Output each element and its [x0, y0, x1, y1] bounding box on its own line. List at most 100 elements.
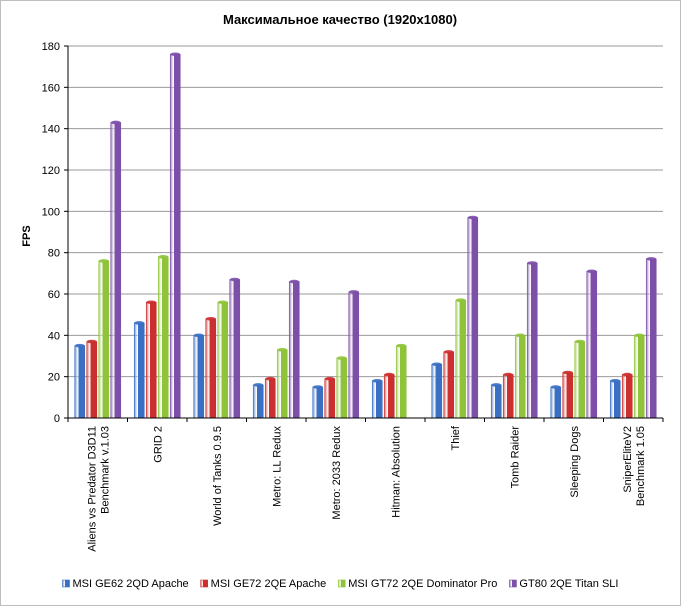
- bar: [431, 363, 443, 419]
- category-label: Metro: LL Redux: [271, 426, 283, 507]
- y-tick-label: 160: [42, 82, 60, 94]
- gridlines: [68, 45, 663, 419]
- bar: [645, 258, 657, 419]
- bar: [502, 374, 514, 419]
- bar-cap: [289, 279, 300, 284]
- bars: [74, 52, 657, 419]
- legend-swatch: [337, 579, 346, 588]
- category-labels: Aliens vs Predator D3D11 Benchmark v.1.03…: [86, 425, 647, 552]
- bar-cap: [574, 339, 585, 344]
- legend-label: MSI GE62 2QD Apache: [73, 578, 189, 590]
- legend: MSI GE62 2QD Apache MSI GE72 2QE Apache MS…: [62, 578, 618, 590]
- bar: [526, 262, 538, 419]
- bar: [193, 335, 205, 419]
- legend-item: GT80 2QE Titan SLI: [509, 578, 618, 590]
- bar: [169, 53, 181, 419]
- axes: [67, 46, 664, 422]
- bar: [490, 384, 502, 419]
- bar-cap: [193, 333, 204, 338]
- bar-cap: [586, 269, 597, 274]
- bar-cap: [646, 257, 657, 261]
- category-label: Metro: 2033 Redux: [331, 426, 343, 520]
- bar-cap: [634, 333, 645, 338]
- bar-cap: [562, 370, 573, 375]
- legend-swatch: [200, 579, 208, 588]
- y-tick-label: 120: [42, 165, 60, 177]
- bar-cap: [217, 300, 228, 305]
- category-label: World of Tanks 0.9.5: [212, 426, 224, 526]
- bar-cap: [515, 333, 526, 338]
- bar-cap: [74, 343, 85, 348]
- y-tick-label: 60: [48, 289, 60, 301]
- legend-swatch: [62, 579, 70, 588]
- bar: [336, 357, 348, 419]
- bar: [395, 345, 407, 419]
- bar: [550, 386, 562, 419]
- bar-cap: [431, 362, 442, 367]
- category-label: Benchmark 1.05: [635, 426, 647, 506]
- bar: [609, 380, 621, 419]
- bar-cap: [384, 372, 395, 377]
- bar: [443, 351, 455, 419]
- bar: [371, 380, 383, 419]
- bar: [562, 372, 574, 419]
- y-axis-label: FPS: [21, 225, 33, 246]
- bar: [455, 299, 467, 419]
- bar: [252, 384, 264, 419]
- bar: [217, 301, 229, 419]
- bar-cap: [527, 261, 538, 265]
- bar-cap: [455, 298, 466, 303]
- bar: [86, 341, 98, 419]
- legend-item: MSI GE62 2QD Apache: [62, 578, 189, 590]
- bar: [348, 291, 360, 419]
- bar: [110, 122, 122, 419]
- bar: [586, 270, 598, 419]
- bar-cap: [253, 383, 264, 387]
- legend-label: GT80 2QE Titan SLI: [519, 578, 618, 590]
- bar-cap: [467, 215, 478, 220]
- bar: [98, 260, 110, 419]
- bar-cap: [265, 376, 276, 381]
- y-tick-label: 20: [48, 372, 60, 384]
- bar-cap: [98, 259, 109, 263]
- bar: [324, 378, 336, 419]
- bar-cap: [86, 339, 97, 344]
- bar: [514, 335, 526, 419]
- bar: [633, 335, 645, 419]
- bar: [288, 281, 300, 419]
- legend-label: MSI GT72 2QE Dominator Pro: [348, 578, 497, 590]
- bar: [467, 217, 479, 419]
- bar: [621, 374, 633, 419]
- bar: [74, 345, 86, 419]
- legend-item: MSI GE72 2QE Apache: [200, 578, 327, 590]
- bar-cap: [146, 300, 157, 305]
- y-axis-ticks: 0 20 40 60 80 100 120 140 160 180: [42, 41, 68, 425]
- legend-swatch: [509, 579, 517, 588]
- y-tick-label: 140: [42, 124, 60, 136]
- bar-cap: [610, 379, 621, 383]
- chart-title: Максимальное качество (1920x1080): [223, 12, 457, 27]
- y-tick-label: 0: [54, 413, 60, 425]
- category-label: Hitman: Absolution: [390, 426, 402, 518]
- bar: [229, 279, 241, 419]
- bar: [145, 301, 157, 419]
- bar-cap: [312, 385, 323, 389]
- bar-cap: [158, 254, 169, 259]
- bar-cap: [348, 290, 359, 294]
- y-tick-label: 180: [42, 41, 60, 53]
- category-label: Sleeping Dogs: [569, 426, 581, 498]
- bar-cap: [134, 321, 145, 325]
- category-label: Aliens vs Predator D3D11: [86, 426, 98, 552]
- bar-cap: [170, 52, 181, 57]
- bar-cap: [110, 120, 121, 125]
- bar-cap: [443, 350, 454, 354]
- category-label: SniperEliteV2: [622, 426, 634, 493]
- bar-cap: [491, 383, 502, 387]
- bar-cap: [622, 372, 633, 377]
- bar: [205, 318, 217, 419]
- bar-cap: [277, 348, 288, 352]
- bar: [276, 349, 288, 419]
- bar-cap: [229, 277, 240, 282]
- legend-label: MSI GE72 2QE Apache: [211, 578, 327, 590]
